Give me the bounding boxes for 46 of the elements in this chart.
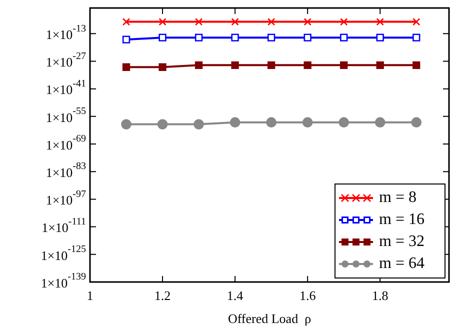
point — [374, 117, 386, 128]
point — [267, 61, 276, 69]
point — [376, 18, 384, 26]
point — [411, 117, 422, 128]
legend-label: m = 8 — [379, 189, 416, 206]
legend-label: m = 16 — [379, 211, 424, 228]
point — [412, 18, 420, 26]
point — [194, 34, 203, 42]
point — [231, 34, 239, 42]
x-tick-label: 1.6 — [299, 288, 316, 303]
point — [304, 18, 312, 26]
point — [266, 117, 276, 128]
point — [267, 18, 276, 26]
point — [340, 61, 348, 69]
point — [157, 119, 168, 130]
point — [376, 61, 384, 69]
point — [122, 18, 130, 26]
point — [304, 61, 312, 69]
point — [230, 117, 240, 128]
point — [158, 18, 166, 26]
x-tick-label: 1.8 — [372, 288, 388, 303]
point — [122, 36, 130, 44]
point — [121, 119, 132, 130]
point — [376, 34, 384, 42]
point — [194, 61, 203, 69]
point — [231, 18, 239, 26]
x-axis-title: Offered Load ρ — [228, 310, 312, 326]
point — [158, 34, 166, 42]
point — [158, 63, 166, 71]
point — [231, 61, 239, 69]
point — [302, 117, 313, 128]
point — [267, 34, 276, 42]
x-tick-label: 1.4 — [226, 288, 244, 303]
point — [412, 61, 420, 69]
point — [338, 117, 349, 128]
point — [340, 34, 348, 42]
point — [122, 63, 130, 71]
legend-label: m = 32 — [379, 233, 424, 250]
point — [412, 34, 420, 42]
legend-label: m = 64 — [379, 255, 424, 272]
x-tick-label: 1 — [86, 288, 94, 303]
point — [304, 34, 312, 42]
point — [194, 119, 204, 130]
point — [194, 18, 203, 26]
point — [340, 18, 348, 26]
x-tick-label: 1.2 — [154, 288, 171, 303]
